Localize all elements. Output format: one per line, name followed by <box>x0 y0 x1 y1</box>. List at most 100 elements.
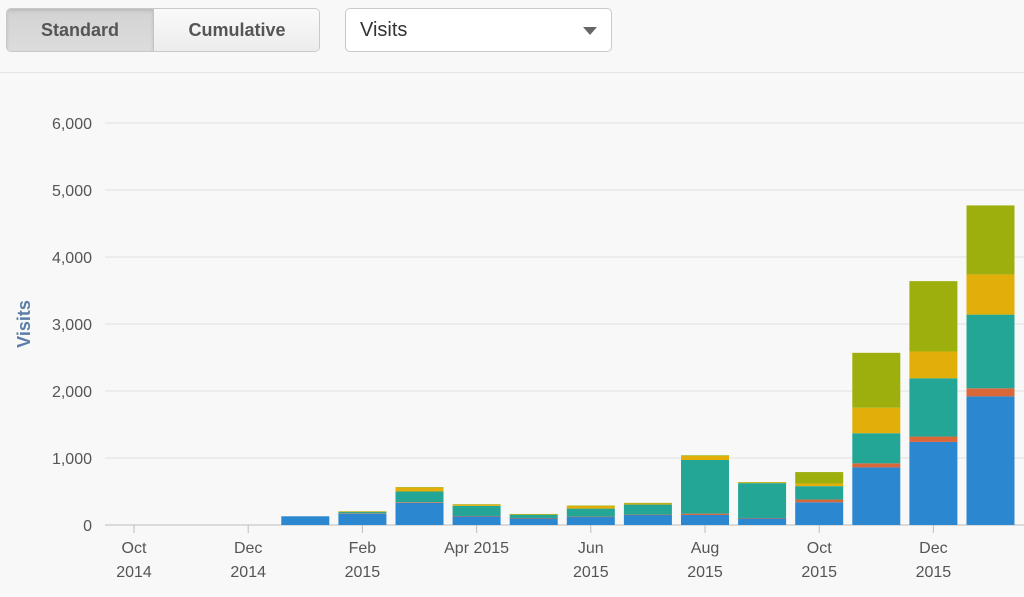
bar-segment[interactable] <box>510 514 558 515</box>
bar-segment[interactable] <box>396 492 444 503</box>
y-axis: 0 1,000 2,000 3,000 4,000 5,000 6,000 <box>52 116 92 535</box>
x-tick-label-month: Dec <box>234 540 262 557</box>
bar-segment[interactable] <box>624 504 672 505</box>
bar-segment[interactable] <box>738 483 786 518</box>
bar-segment[interactable] <box>510 518 558 519</box>
bar-segment[interactable] <box>967 274 1015 314</box>
bar-stack[interactable] <box>624 503 672 525</box>
bar-segment[interactable] <box>909 281 957 351</box>
bar-segment[interactable] <box>738 518 786 519</box>
bar-stack[interactable] <box>338 511 386 525</box>
bar-segment[interactable] <box>567 517 615 525</box>
x-tick-label-month: Oct <box>122 540 147 557</box>
bar-segment[interactable] <box>338 514 386 525</box>
stacked-bar-chart: 0 1,000 2,000 3,000 4,000 5,000 6,000 Oct 2014 D… <box>0 73 1024 592</box>
bar-segment[interactable] <box>967 396 1015 525</box>
y-tick-label: 6,000 <box>52 116 92 133</box>
bar-segment[interactable] <box>795 502 843 525</box>
bar-segment[interactable] <box>624 505 672 515</box>
x-tick-label-month: Feb <box>349 540 377 557</box>
metric-select[interactable]: Visits <box>345 8 612 52</box>
bar-segment[interactable] <box>567 506 615 509</box>
bar-segment[interactable] <box>567 506 615 507</box>
bar-segment[interactable] <box>681 456 729 460</box>
bar-segment[interactable] <box>681 515 729 525</box>
bar-segment[interactable] <box>795 500 843 503</box>
bar-segment[interactable] <box>624 503 672 504</box>
bar-segment[interactable] <box>396 503 444 525</box>
bar-segment[interactable] <box>396 487 444 488</box>
y-tick-label: 4,000 <box>52 250 92 267</box>
bar-segment[interactable] <box>338 511 386 512</box>
bar-stack[interactable] <box>795 472 843 525</box>
bar-segment[interactable] <box>624 515 672 516</box>
bar-segment[interactable] <box>909 351 957 378</box>
x-tick-label-month: Aug <box>691 540 719 557</box>
view-mode-toggle: Standard Cumulative <box>6 8 320 52</box>
bar-segment[interactable] <box>681 514 729 515</box>
bar-stack[interactable] <box>967 205 1015 525</box>
x-tick-label-month: Dec <box>919 540 947 557</box>
bar-segment[interactable] <box>453 504 501 505</box>
bar-segment[interactable] <box>396 487 444 491</box>
y-tick-label: 5,000 <box>52 183 92 200</box>
bar-segment[interactable] <box>738 518 786 525</box>
bar-stack[interactable] <box>681 455 729 525</box>
bar-stack[interactable] <box>567 506 615 525</box>
bar-segment[interactable] <box>396 502 444 503</box>
bar-segment[interactable] <box>281 516 329 525</box>
bar-stack[interactable] <box>909 281 957 525</box>
bar-segment[interactable] <box>453 506 501 516</box>
x-tick-label-year: 2015 <box>801 564 837 581</box>
bar-segment[interactable] <box>967 388 1015 396</box>
bar-segment[interactable] <box>453 516 501 525</box>
bar-segment[interactable] <box>909 442 957 525</box>
bar-segment[interactable] <box>795 472 843 483</box>
x-tick-label-year: 2014 <box>116 564 152 581</box>
bar-segment[interactable] <box>338 513 386 514</box>
x-tick-label-month: Apr 2015 <box>444 540 509 557</box>
bar-segment[interactable] <box>852 463 900 467</box>
x-tick-label-year: 2014 <box>230 564 266 581</box>
x-tick-label-month: Oct <box>807 540 832 557</box>
bar-segment[interactable] <box>567 517 615 518</box>
bar-segment[interactable] <box>681 460 729 514</box>
y-tick-label: 1,000 <box>52 451 92 468</box>
bar-stack[interactable] <box>453 504 501 525</box>
bar-segment[interactable] <box>510 515 558 518</box>
toolbar: Standard Cumulative Visits <box>0 0 1024 73</box>
bar-segment[interactable] <box>510 518 558 525</box>
bar-segment[interactable] <box>852 408 900 433</box>
y-tick-label: 0 <box>83 518 92 535</box>
bar-stack[interactable] <box>738 482 786 525</box>
y-tick-label: 2,000 <box>52 384 92 401</box>
bar-stack[interactable] <box>510 514 558 525</box>
bar-segment[interactable] <box>453 516 501 517</box>
bar-segment[interactable] <box>453 505 501 506</box>
bar-segment[interactable] <box>624 515 672 525</box>
bar-segment[interactable] <box>738 482 786 483</box>
bar-segment[interactable] <box>681 455 729 456</box>
bar-stack[interactable] <box>852 353 900 525</box>
standard-button[interactable]: Standard <box>7 9 154 51</box>
bar-segment[interactable] <box>852 467 900 525</box>
bar-stack[interactable] <box>396 487 444 525</box>
bar-segment[interactable] <box>967 205 1015 274</box>
bar-segment[interactable] <box>338 512 386 513</box>
x-tick-label-month: Jun <box>578 540 604 557</box>
metric-select-value: Visits <box>360 19 407 42</box>
bar-segment[interactable] <box>909 437 957 442</box>
bar-segment[interactable] <box>795 486 843 499</box>
y-tick-label: 3,000 <box>52 317 92 334</box>
x-tick-label-year: 2015 <box>345 564 381 581</box>
bar-segment[interactable] <box>795 483 843 486</box>
bar-segment[interactable] <box>852 353 900 408</box>
cumulative-button[interactable]: Cumulative <box>154 9 320 51</box>
bar-segment[interactable] <box>909 378 957 436</box>
x-tick-label-year: 2015 <box>573 564 609 581</box>
bar-segment[interactable] <box>567 509 615 517</box>
bar-stack[interactable] <box>281 516 329 525</box>
bar-segment[interactable] <box>967 315 1015 389</box>
bar-segment[interactable] <box>852 433 900 463</box>
x-tick-label-year: 2015 <box>687 564 723 581</box>
